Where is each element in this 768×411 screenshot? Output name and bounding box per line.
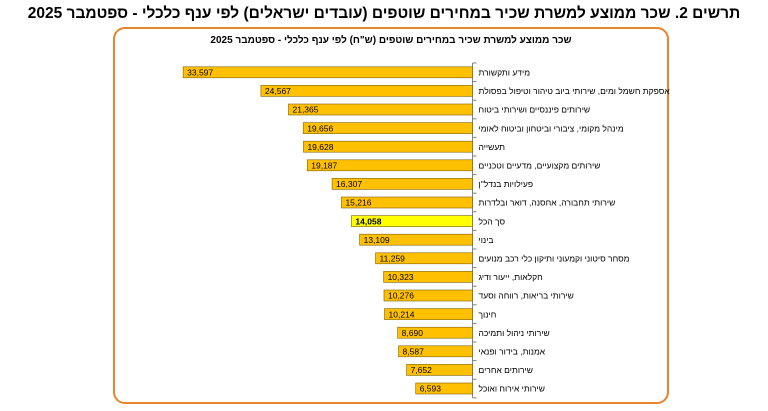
data-label: 7,652 bbox=[411, 365, 433, 375]
bar bbox=[331, 178, 473, 190]
data-label: 6,593 bbox=[420, 384, 442, 394]
data-label: 19,656 bbox=[307, 123, 333, 133]
data-label: 14,058 bbox=[355, 216, 381, 226]
bar bbox=[375, 252, 473, 265]
data-label: 16,307 bbox=[336, 179, 362, 189]
category-label: חקלאות, ייעור ודיג bbox=[479, 272, 543, 282]
category-label: אספקת חשמל ומים, שירותי ביוב טיהור וטיפו… bbox=[479, 86, 671, 96]
data-label: 21,365 bbox=[292, 105, 318, 115]
category-label: מסחר סיטוני וקמעוני ותיקון כלי רכב מנועי… bbox=[479, 254, 630, 264]
chart-title: שכר ממוצע למשרת שכיר במחירים שוטפים (ש"ח… bbox=[210, 35, 572, 46]
data-label: 11,259 bbox=[380, 254, 406, 264]
category-label: מינהל מקומי, ציבורי וביטחון וביטוח לאומי bbox=[479, 123, 624, 133]
category-label: שירותי בריאות, רווחה וסעד bbox=[479, 291, 574, 301]
category-label: שירותי אירוח ואוכל bbox=[479, 384, 545, 394]
bar bbox=[260, 85, 473, 97]
data-label: 33,597 bbox=[187, 68, 213, 78]
bar bbox=[341, 196, 473, 209]
bar bbox=[288, 103, 473, 116]
bar bbox=[398, 345, 473, 358]
bar bbox=[383, 271, 473, 283]
bar bbox=[383, 289, 473, 302]
data-label: 8,690 bbox=[402, 328, 424, 338]
bar-total bbox=[351, 215, 473, 227]
data-label: 15,216 bbox=[345, 198, 371, 208]
category-label: סך הכל bbox=[479, 216, 506, 226]
figure-title: תרשים 2. שכר ממוצע למשרת שכיר במחירים שו… bbox=[27, 5, 741, 22]
bar bbox=[406, 364, 473, 376]
data-label: 19,628 bbox=[307, 142, 333, 152]
bar bbox=[415, 382, 473, 395]
data-label: 10,276 bbox=[388, 291, 414, 301]
bar bbox=[359, 233, 473, 246]
data-label: 24,567 bbox=[265, 86, 291, 96]
category-label: שירותים פיננסיים ושירותי ביטוח bbox=[479, 105, 591, 115]
category-label: פעילויות בנדל"ן bbox=[479, 179, 534, 189]
bar bbox=[306, 159, 473, 172]
data-label: 13,109 bbox=[364, 235, 390, 245]
category-label: שירותים מקצועיים, מדעיים וטכניים bbox=[479, 161, 601, 171]
data-label: 10,214 bbox=[389, 309, 415, 319]
data-label: 8,587 bbox=[403, 347, 425, 357]
category-label: מידע ותקשורת bbox=[479, 68, 531, 78]
category-label: אמנות, בידור ופנאי bbox=[479, 347, 546, 357]
category-label: חינוך bbox=[479, 309, 497, 319]
chart-frame bbox=[113, 27, 669, 404]
data-label: 10,323 bbox=[388, 272, 414, 282]
data-label: 19,187 bbox=[311, 161, 337, 171]
bar bbox=[182, 66, 473, 79]
category-label: שירותי תחבורה, אחסנה, דואר ובלדרות bbox=[479, 198, 616, 208]
category-label: בינוי bbox=[479, 235, 494, 245]
bar bbox=[384, 308, 473, 320]
category-label: שירותי ניהול ותמיכה bbox=[479, 328, 550, 338]
category-label: שירותים אחרים bbox=[479, 365, 533, 375]
bar bbox=[303, 140, 473, 153]
bar bbox=[397, 326, 473, 339]
category-label: תעשייה bbox=[479, 142, 506, 152]
bar bbox=[302, 122, 473, 134]
